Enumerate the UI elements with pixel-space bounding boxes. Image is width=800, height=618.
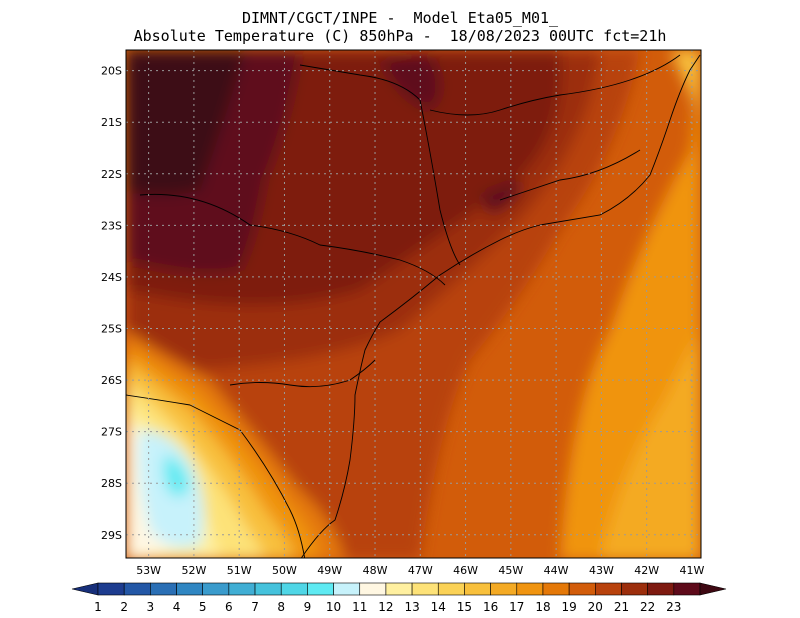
colorbar-swatch [176,582,203,596]
colorbar-swatch [385,582,413,596]
colorbar-label: 7 [251,600,259,614]
colorbar-label: 9 [304,600,312,614]
lon-label: 48W [363,564,388,577]
lat-label: 28S [101,477,122,490]
lon-label: 43W [589,564,614,577]
colorbar-swatch [647,582,675,596]
colorbar-label: 19 [561,600,576,614]
colorbar-label: 8 [277,600,285,614]
colorbar-swatch [202,582,230,596]
colorbar-swatch [150,582,177,596]
colorbar-swatch [673,582,701,596]
colorbar-label: 22 [640,600,655,614]
lon-label: 41W [680,564,705,577]
colorbar-swatch [568,582,596,596]
colorbar-label: 3 [147,600,155,614]
lon-label: 50W [272,564,297,577]
lat-label: 23S [101,219,122,232]
colorbar-swatch [411,582,439,596]
colorbar-label: 1 [94,600,102,614]
coastline-borders [126,54,701,558]
grid-lines [126,50,701,558]
lon-label: 51W [227,564,252,577]
latitude-labels: 20S 21S 22S 23S 24S 25S 26S 27S 28S 29S [101,65,122,542]
colorbar-swatch [621,582,648,596]
colorbar-label: 21 [614,600,629,614]
colorbar-under-arrow [71,582,99,596]
colorbar-label: 4 [173,600,181,614]
colorbar-label: 20 [588,600,603,614]
colorbar-label: 16 [483,600,498,614]
lat-label: 24S [101,271,122,284]
colorbar-label: 6 [225,600,233,614]
colorbar-label: 18 [535,600,550,614]
colorbar-swatch [97,582,125,596]
colorbar-swatch [516,582,544,596]
temperature-field [126,50,701,558]
colorbar-label: 13 [404,600,419,614]
longitude-labels: 53W 52W 51W 50W 49W 48W 47W 46W 45W 44W 43W 42W 41W [136,564,704,577]
lat-label: 25S [101,322,122,335]
lon-label: 46W [453,564,478,577]
colorbar-swatch [437,582,465,596]
colorbar-swatch [280,582,308,596]
colorbar-swatch [333,582,361,596]
title-line-1: DIMNT/CGCT/INPE - Model Eta05_M01_ [241,9,559,27]
colorbar-over-arrow [699,582,727,596]
lon-label: 53W [136,564,161,577]
colorbar-swatch [254,582,282,596]
title-line-2: Absolute Temperature (C) 850hPa - 18/08/… [133,27,667,45]
lon-label: 52W [181,564,206,577]
colorbar-label: 17 [509,600,524,614]
lon-label: 49W [317,564,342,577]
colorbar-swatch [490,582,518,596]
colorbar-label: 2 [120,600,128,614]
lat-label: 26S [101,374,122,387]
colorbar-swatch [307,582,334,596]
lon-label: 42W [634,564,659,577]
colorbar-swatch [228,582,256,596]
colorbar-label: 23 [666,600,681,614]
colorbar-label: 12 [378,600,393,614]
colorbar-label: 10 [326,600,341,614]
lat-label: 27S [101,426,122,439]
colorbar-swatch [359,582,387,596]
lon-label: 44W [544,564,569,577]
lon-label: 45W [498,564,523,577]
colorbar-label: 15 [457,600,472,614]
colorbar-label: 5 [199,600,207,614]
lat-label: 20S [101,65,122,78]
lat-label: 22S [101,168,122,181]
colorbar-swatch [542,582,570,596]
colorbar-label: 11 [352,600,367,614]
colorbar-label: 14 [431,600,446,614]
lat-label: 29S [101,529,122,542]
lon-label: 47W [408,564,433,577]
colorbar-swatch [123,582,151,596]
lat-label: 21S [101,116,122,129]
colorbar: 1 2 3 4 5 6 7 8 9 10 11 12 13 14 15 16 17 18 19 20 21 22 23 [71,582,727,614]
map-frame [125,49,702,559]
colorbar-swatch [595,582,622,596]
colorbar-swatch [464,582,491,596]
